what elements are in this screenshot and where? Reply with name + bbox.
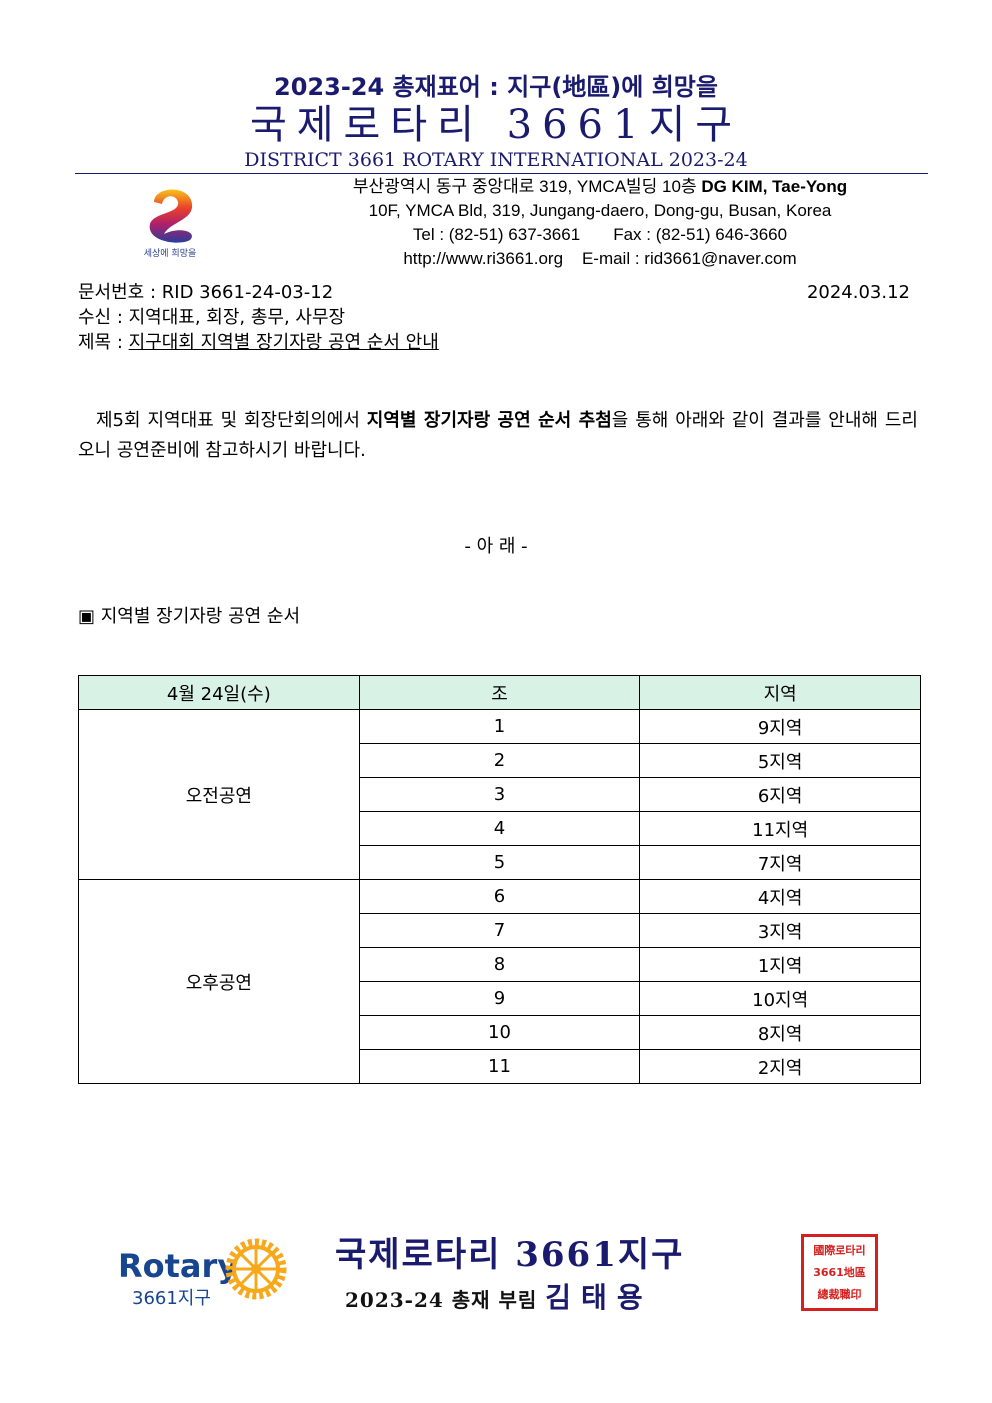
tel: Tel : (82-51) 637-3661 (412, 225, 581, 244)
body-paragraph: 제5회 지역대표 및 회장단회의에서 지역별 장기자랑 공연 순서 추첨을 통해… (78, 406, 918, 466)
region-cell: 4지역 (639, 879, 921, 914)
website-link[interactable]: http://www.ri3661.org (403, 249, 564, 268)
table-row: 2 5지역 (79, 743, 921, 778)
contact-web-line: http://www.ri3661.org E-mail : rid3661@n… (262, 247, 938, 271)
doc-date: 2024.03.12 (806, 282, 910, 303)
group-cell: 10 (358, 1015, 641, 1050)
region-cell: 2지역 (639, 1049, 921, 1084)
governor-name: DG KIM, Tae-Yong (701, 177, 848, 196)
region-cell: 6지역 (639, 777, 921, 812)
table-row: 10 8지역 (79, 1015, 921, 1050)
district-logo-icon (149, 189, 193, 243)
group-cell: 7 (358, 913, 641, 948)
body-text: 을 통해 아래와 같이 결과를 안내해 드리오니 공연준비에 참고하시기 바랍니… (78, 410, 918, 461)
region-cell: 3지역 (639, 913, 921, 948)
email-link[interactable]: E-mail : rid3661@naver.com (581, 249, 797, 268)
region-cell: 10지역 (639, 981, 921, 1016)
recipient: 수신 : 지역대표, 회장, 총무, 사무장 (78, 307, 346, 328)
notice-heading: - 아 래 - (464, 536, 528, 557)
region-cell: 9지역 (639, 709, 921, 744)
address-kr: 부산광역시 동구 중앙대로 319, YMCA빌딩 10층 (352, 177, 697, 196)
region-cell: 7지역 (639, 845, 921, 880)
table-header-row: 4월 24일(수) 조 지역 (78, 675, 921, 710)
address-kr-line: 부산광역시 동구 중앙대로 319, YMCA빌딩 10층 DG KIM, Ta… (262, 175, 938, 199)
group-cell: 4 (358, 811, 641, 846)
header-group: 조 (358, 675, 641, 710)
subject: 지구대회 지역별 장기자랑 공연 순서 안내 (128, 332, 439, 353)
rotary-logo-text: Rotary (118, 1247, 239, 1285)
table-row: 8 1지역 (79, 947, 921, 982)
group-cell: 1 (358, 709, 641, 744)
rotary-wheel-icon (225, 1238, 287, 1300)
rotary-district-text: 3661지구 (132, 1288, 211, 1309)
region-cell: 8지역 (639, 1015, 921, 1050)
org-english-title: DISTRICT 3661 ROTARY INTERNATIONAL 2023-… (244, 149, 748, 171)
group-cell: 2 (358, 743, 641, 778)
footer-signature: 2023-24 총재 부림 김태용 (345, 1280, 653, 1316)
header-region: 지역 (639, 675, 921, 710)
subject-line: 제목 : 지구대회 지역별 장기자랑 공연 순서 안내 (78, 330, 439, 355)
session-cell: 오전공연 (78, 709, 360, 880)
group-cell: 8 (358, 947, 641, 982)
footer-org-title: 국제로타리 3661지구 (335, 1235, 685, 1275)
group-cell: 5 (358, 845, 641, 880)
fax: Fax : (82-51) 646-3660 (613, 225, 788, 244)
body-text: 제5회 지역대표 및 회장단회의에서 (96, 410, 367, 431)
header-rule (75, 173, 928, 174)
table-row: 3 6지역 (79, 777, 921, 812)
body-emphasis: 지역별 장기자랑 공연 순서 추첨 (366, 410, 612, 431)
address-en: 10F, YMCA Bld, 319, Jungang-daero, Dong-… (368, 201, 832, 220)
slogan: 2023-24 총재표어 : 지구(地區)에 희망을 (274, 73, 718, 101)
region-cell: 1지역 (639, 947, 921, 982)
subject-label: 제목 : (78, 332, 129, 353)
group-cell: 3 (358, 777, 641, 812)
header-date: 4월 24일(수) (78, 675, 360, 710)
region-cell: 11지역 (639, 811, 921, 846)
table-row: 오후공연 6 4지역 (78, 879, 921, 1084)
table-row: 오전공연 1 9지역 (78, 709, 921, 880)
org-title: 국제로타리 3661지구 (249, 102, 743, 148)
group-cell: 6 (358, 879, 641, 914)
table-row: 11 2지역 (79, 1049, 921, 1084)
doc-number: 문서번호 : RID 3661-24-03-12 (78, 282, 334, 303)
logo-caption: 세상에 희망을 (143, 249, 197, 259)
section-heading: ▣ 지역별 장기자랑 공연 순서 (78, 606, 301, 627)
session-cell: 오후공연 (78, 879, 360, 1084)
region-cell: 5지역 (639, 743, 921, 778)
group-cell: 11 (358, 1049, 641, 1084)
performance-order-table: 4월 24일(수) 조 지역 오전공연 1 9지역 2 5지역 3 6지역 4 11지역 5 7지역… (78, 675, 921, 1084)
governor-signature-name: 김태용 (545, 1281, 653, 1314)
signature-prefix: 2023-24 총재 부림 (345, 1288, 538, 1312)
group-cell: 9 (358, 981, 641, 1016)
contact-phone-line: Tel : (82-51) 637-3661 Fax : (82-51) 646… (262, 223, 938, 247)
official-seal: 國際로타리 3661地區 總裁職印 (801, 1234, 878, 1311)
